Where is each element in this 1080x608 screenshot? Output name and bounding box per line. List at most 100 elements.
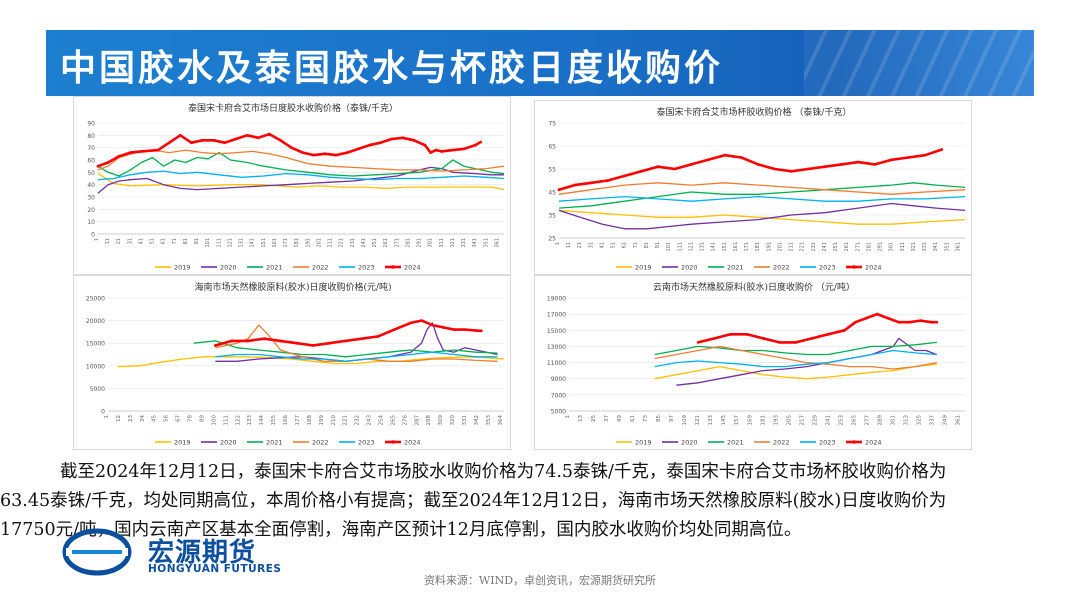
x-tick-label: 61 [622, 242, 628, 248]
series-point-2024 [740, 156, 743, 159]
chart-hainan-latex: 海南市场天然橡胶原料(胶水)日度收购价格(元/吨) 0 5000 10000 15000… [73, 275, 511, 450]
series-line-2022 [654, 345, 937, 370]
legend-marker-2024 [391, 440, 395, 444]
chart-title: 泰国宋卡府合艾市场日度胶水收购价格（泰铢/千克） [188, 102, 398, 114]
series-point-2024 [420, 319, 423, 322]
series-line-2023 [215, 351, 498, 362]
x-tick-label: 221 [343, 415, 349, 426]
series-point-2024 [401, 136, 405, 140]
legend-label: 2021 [727, 439, 744, 447]
series-point-2024 [212, 138, 216, 142]
legend-label: 2021 [727, 264, 744, 272]
x-tick-label: 211 [328, 238, 334, 248]
x-tick-label: 271 [394, 238, 400, 248]
series-point-2024 [245, 133, 249, 137]
x-tick-label: 131 [239, 238, 245, 248]
x-tick-label: 251 [833, 242, 839, 252]
series-point-2024 [778, 340, 781, 344]
x-tick-label: 11 [566, 242, 572, 248]
x-tick-label: 254 [378, 415, 384, 426]
series-point-2024 [344, 339, 347, 343]
series-line-2020 [558, 202, 966, 230]
legend-label: 2024 [865, 439, 882, 447]
series-point-2024 [706, 158, 710, 162]
x-tick-label: 25 [591, 415, 597, 422]
y-tick-label: 11000 [547, 360, 566, 367]
series-point-2024 [301, 151, 305, 154]
x-tick-label: 361 [956, 415, 962, 426]
x-tick-label: 157 [734, 415, 740, 426]
legend-label: 2020 [220, 264, 237, 272]
series-point-2024 [923, 153, 927, 157]
series-point-2024 [623, 174, 627, 178]
summary-line: 63.45泰铢/千克，均处同期高位，本周价格小有提高；截至2024年12月12日… [0, 491, 947, 511]
x-tick-label: 111 [216, 238, 222, 248]
series-point-2024 [290, 146, 293, 150]
x-tick-label: 241 [825, 415, 831, 426]
series-point-2024 [689, 163, 693, 166]
x-tick-label: 101 [205, 238, 211, 248]
x-tick-label: 353 [486, 415, 492, 426]
x-tick-label: 301 [889, 242, 895, 252]
series-point-2024 [673, 167, 677, 171]
series-point-2024 [376, 335, 380, 338]
series-point-2024 [906, 156, 910, 159]
series-point-2024 [223, 141, 227, 145]
x-tick-label: 181 [755, 242, 761, 252]
legend-label: 2021 [266, 439, 283, 447]
x-tick-label: 37 [604, 415, 610, 422]
legend-label: 2020 [220, 439, 237, 447]
legend-label: 2019 [174, 439, 191, 447]
x-tick-label: 166 [283, 415, 289, 426]
summary-line: 截至2024年12月12日，泰国宋卡府合艾市场胶水收购价格为74.5泰铢/千克，… [60, 462, 947, 482]
x-tick-label: 281 [405, 238, 411, 248]
legend-label: 2022 [773, 264, 790, 272]
series-line-2024 [97, 132, 482, 168]
y-tick-label: 40 [87, 182, 95, 189]
x-tick-label: 301 [428, 238, 434, 248]
x-tick-label: 311 [439, 238, 445, 248]
series-point-2024 [267, 132, 271, 136]
x-tick-label: 321 [911, 242, 917, 252]
x-tick-label: 61 [161, 238, 167, 244]
y-tick-label: 15000 [86, 341, 105, 348]
series-point-2024 [761, 336, 765, 340]
x-tick-label: 231 [811, 242, 817, 252]
x-tick-label: 291 [878, 242, 884, 252]
x-tick-label: 85 [656, 415, 662, 422]
x-tick-label: 144 [259, 415, 265, 426]
series-line-2021 [654, 341, 937, 356]
x-tick-label: 141 [711, 242, 717, 252]
series-point-2024 [729, 332, 733, 336]
series-line-2024 [697, 312, 937, 344]
series-point-2024 [412, 138, 416, 142]
x-tick-label: 313 [903, 415, 909, 426]
x-tick-label: 101 [666, 242, 672, 252]
series-point-2024 [451, 148, 455, 152]
series-point-2024 [393, 328, 396, 332]
y-tick-label: 13000 [547, 344, 566, 351]
y-tick-label: 17000 [547, 312, 566, 319]
series-point-2024 [823, 165, 827, 169]
series-point-2024 [806, 167, 810, 171]
x-tick-label: 265 [851, 415, 857, 426]
y-tick-label: 0 [91, 232, 95, 239]
chart-yunnan-latex: 云南市场天然橡胶原料(胶水)日度收购价 （元/吨） 5000 7000 9000 110… [534, 275, 972, 450]
x-tick-label: 191 [766, 242, 772, 252]
x-tick-label: 91 [194, 238, 200, 244]
x-tick-label: 171 [744, 242, 750, 252]
series-point-2024 [334, 153, 338, 157]
x-tick-label: 121 [688, 242, 694, 252]
x-tick-label: 331 [462, 415, 468, 426]
x-tick-label: 12 [116, 415, 122, 422]
series-point-2024 [379, 141, 382, 145]
chart-title: 海南市场天然橡胶原料(胶水)日度收购价格(元/吨) [194, 281, 391, 293]
series-line-2023 [558, 195, 966, 202]
x-tick-label: 199 [319, 415, 325, 426]
x-tick-label: 337 [930, 415, 936, 426]
x-tick-label: 265 [390, 415, 396, 426]
y-tick-label: 25 [548, 236, 556, 243]
series-point-2024 [723, 153, 727, 157]
chart-thai-latex: 泰国宋卡府合艾市场日度胶水收购价格（泰铢/千克） 0 10 20 30 40 50 60 70 8… [73, 96, 511, 275]
series-line-2019 [97, 173, 505, 191]
